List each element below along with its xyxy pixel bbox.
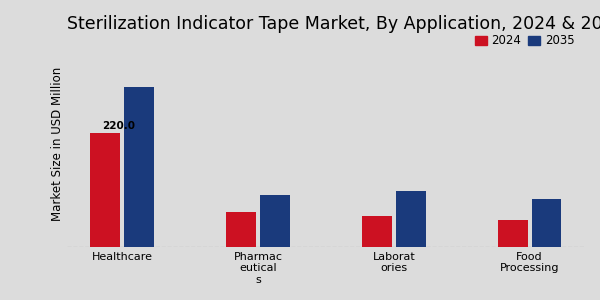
Bar [260,195,290,247]
Bar [124,87,154,247]
Bar [91,133,120,247]
Bar [497,220,527,247]
Y-axis label: Market Size in USD Million: Market Size in USD Million [51,66,64,221]
Text: 220.0: 220.0 [103,121,136,130]
Text: Sterilization Indicator Tape Market, By Application, 2024 & 2035: Sterilization Indicator Tape Market, By … [67,15,600,33]
Legend: 2024, 2035: 2024, 2035 [470,29,579,52]
Bar [362,216,392,247]
Bar [396,191,425,247]
Bar [532,200,562,247]
Bar [226,212,256,247]
